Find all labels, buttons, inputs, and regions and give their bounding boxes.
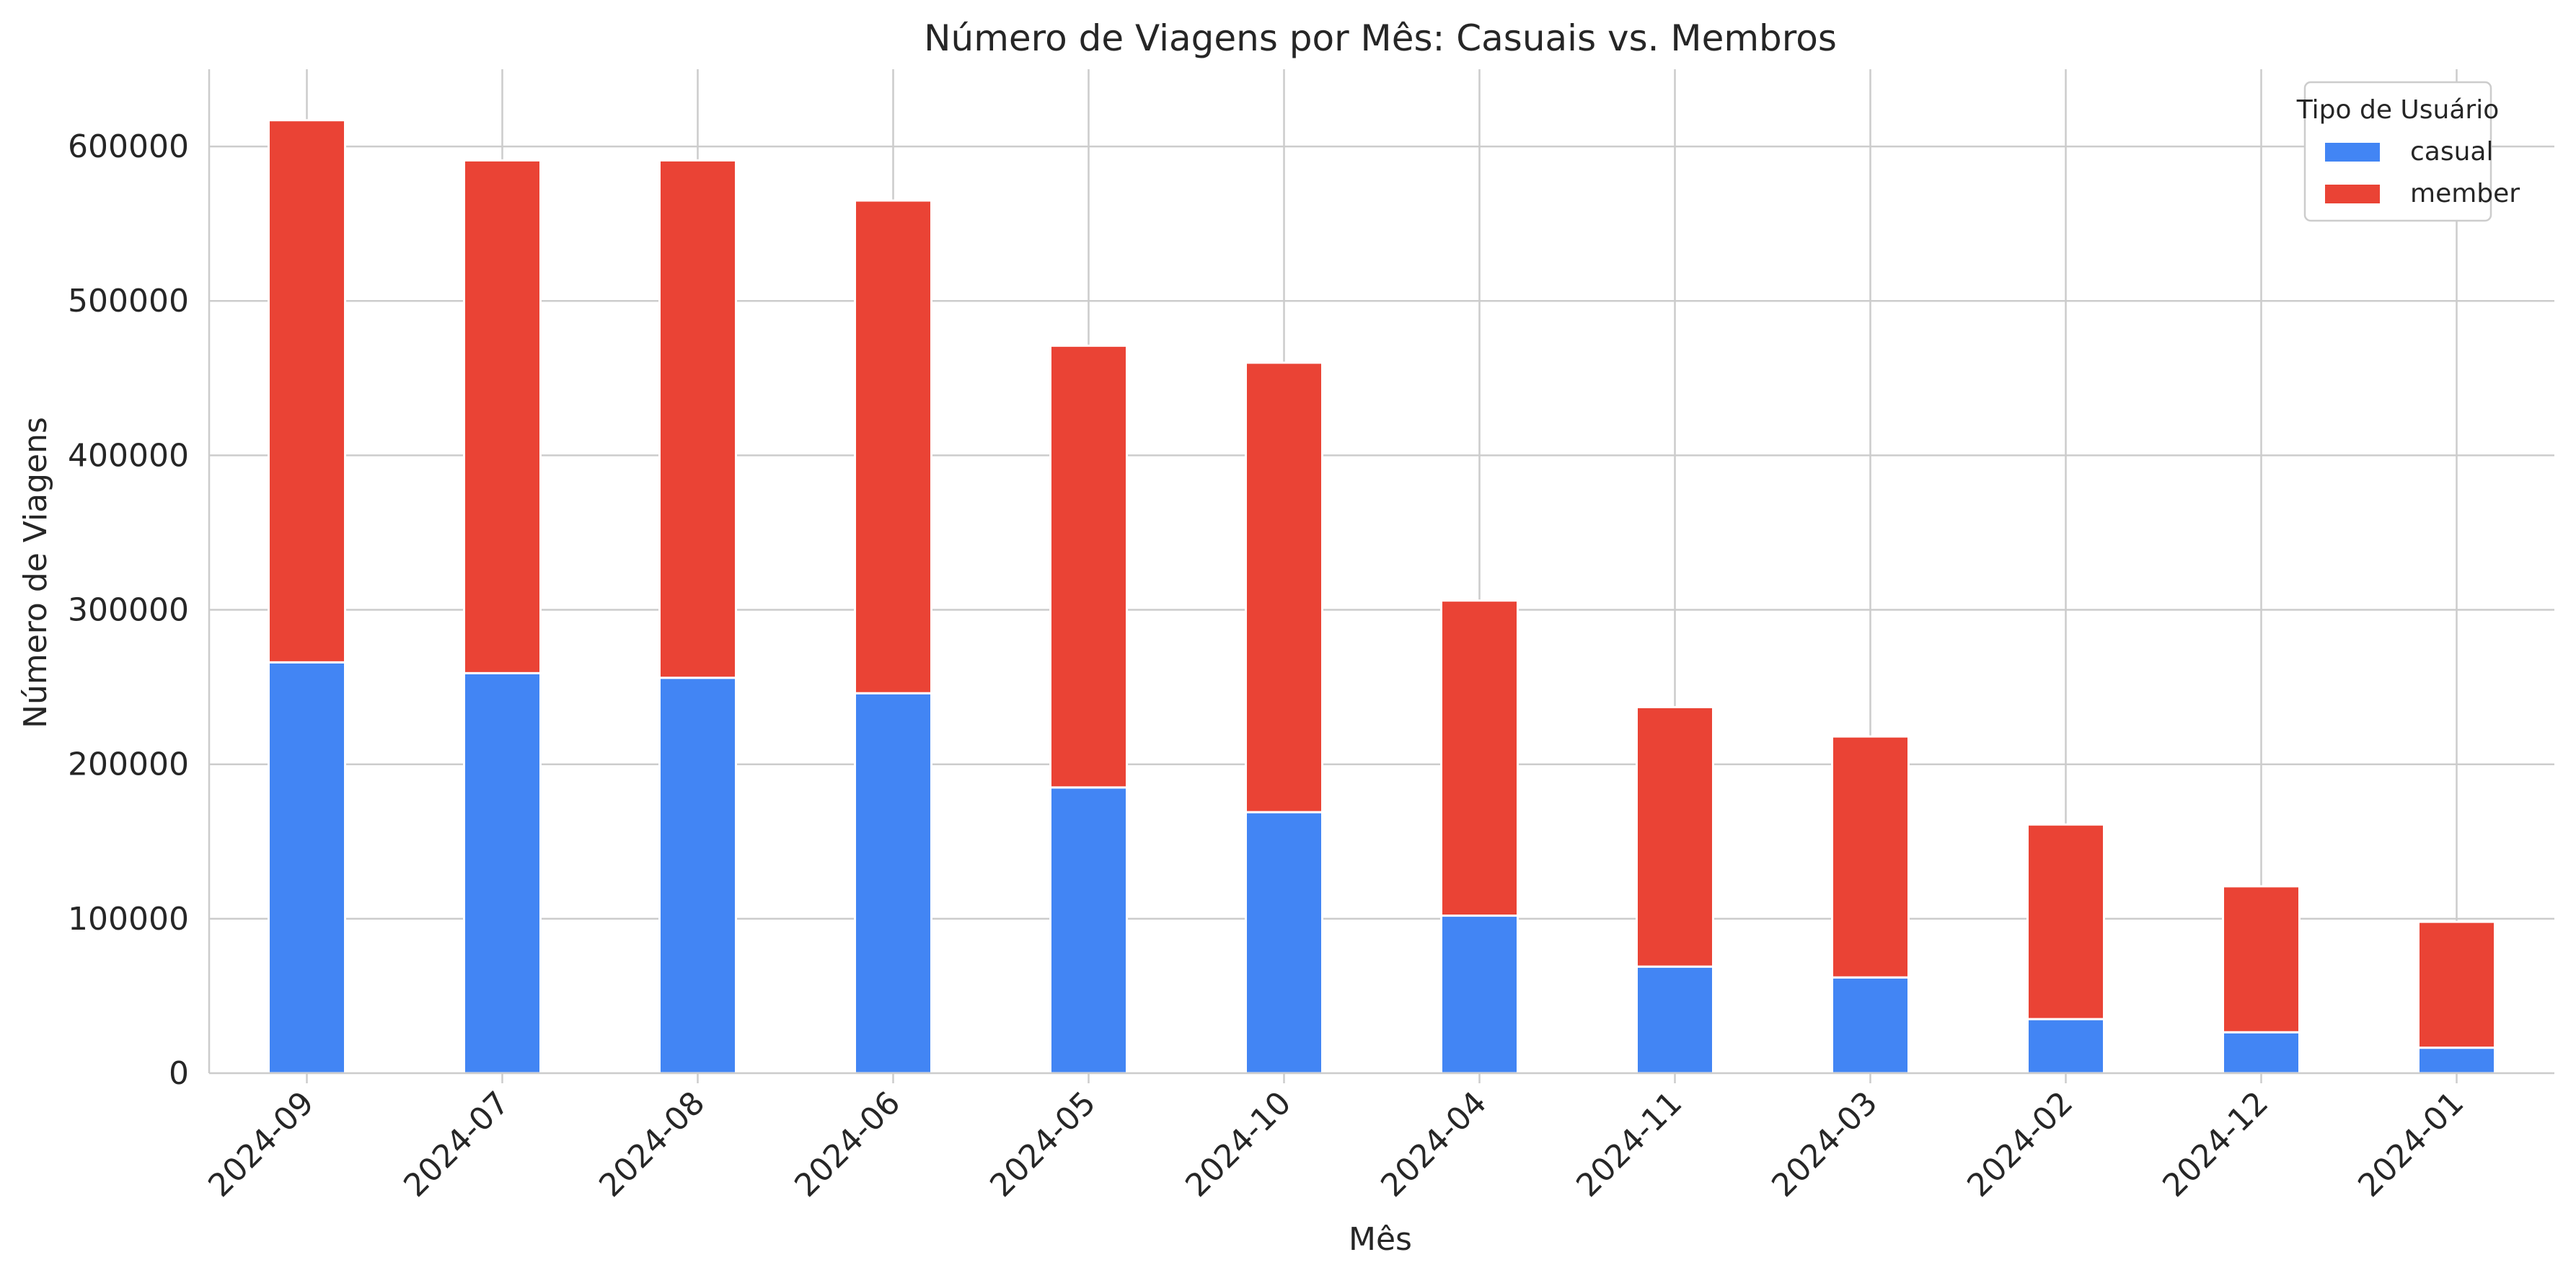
y-tick-label: 400000 [68,437,189,474]
bar-member-2024-02 [2026,823,2105,1021]
x-tick-label: 2024-05 [983,1085,1103,1204]
bar-member-2024-07 [463,159,542,674]
bar-casual-2024-12 [2222,1031,2301,1075]
bar-casual-2024-08 [658,677,737,1075]
bar-member-2024-05 [1049,344,1128,789]
y-tick-label: 600000 [68,128,189,165]
bar-member-2024-08 [658,159,737,679]
legend-swatch-member [2325,185,2380,203]
x-tick-label: 2024-06 [788,1085,907,1204]
bar-member-2024-11 [1636,705,1714,968]
bar-member-2024-10 [1245,361,1323,814]
x-tick-label: 2024-01 [2351,1085,2471,1204]
bar-casual-2024-10 [1245,811,1323,1075]
y-tick-label: 200000 [68,746,189,783]
legend-label-member: member [2410,179,2520,208]
bar-casual-2024-11 [1636,965,1714,1075]
bar-member-2024-04 [1440,599,1519,917]
bar-member-2024-01 [2417,920,2496,1049]
legend-title: Tipo de Usuário [2296,95,2499,125]
bars-layer [268,119,2496,1075]
bar-casual-2024-01 [2417,1046,2496,1075]
grid-layer [209,69,2554,1073]
bar-member-2024-12 [2222,885,2301,1034]
bar-member-2024-03 [1831,735,1910,979]
x-tick-label: 2024-11 [1569,1085,1689,1204]
x-axis-label: Mês [1349,1221,1412,1258]
y-tick-label: 0 [169,1055,189,1092]
legend-label-casual: casual [2410,137,2494,167]
x-tick-label: 2024-03 [1765,1085,1884,1204]
y-axis-label: Número de Viagens [17,417,54,728]
bar-member-2024-09 [268,119,346,664]
y-tick-label: 300000 [68,592,189,629]
x-tick-label: 2024-12 [2156,1085,2275,1204]
bar-casual-2024-02 [2026,1018,2105,1075]
y-tick-label: 500000 [68,283,189,320]
x-tick-label: 2024-08 [592,1085,712,1204]
x-tick-label: 2024-04 [1374,1085,1494,1204]
bar-casual-2024-06 [854,692,932,1075]
bar-casual-2024-09 [268,661,346,1075]
bar-casual-2024-07 [463,671,542,1075]
x-tick-label: 2024-02 [1960,1085,2080,1204]
y-tick-label: 100000 [68,901,189,938]
bar-casual-2024-03 [1831,976,1910,1075]
legend: Tipo de Usuário casual member [2296,81,2520,222]
x-tick-label: 2024-07 [397,1085,516,1204]
x-tick-label: 2024-10 [1178,1085,1298,1204]
chart-title: Número de Viagens por Mês: Casuais vs. M… [924,17,1837,59]
bar-member-2024-06 [854,199,932,695]
legend-swatch-casual [2325,143,2380,162]
bar-casual-2024-04 [1440,915,1519,1075]
x-tick-label: 2024-09 [201,1085,321,1204]
bar-casual-2024-05 [1049,786,1128,1075]
